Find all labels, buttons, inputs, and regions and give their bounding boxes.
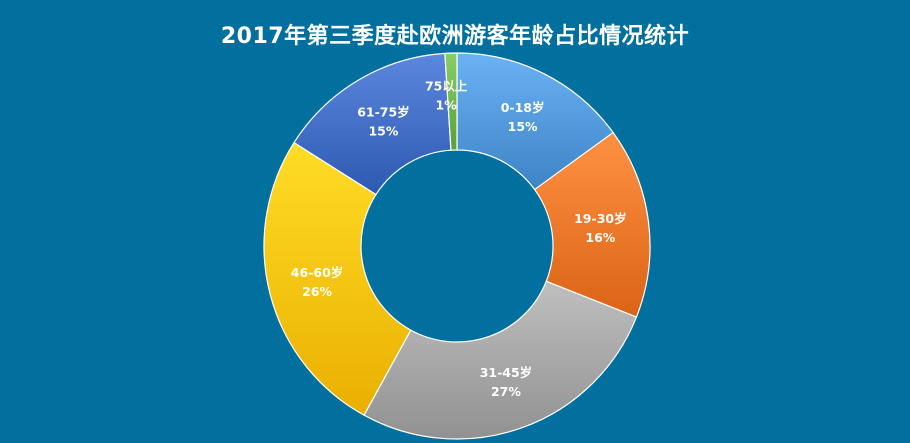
slice-category-label: 61-75岁 (357, 105, 409, 120)
donut-slice-3 (363, 280, 638, 440)
slice-category-label: 31-45岁 (480, 365, 532, 380)
slice-percent-label: 1% (436, 98, 458, 113)
slice-category-label: 0-18岁 (501, 100, 545, 115)
slice-percent-label: 16% (585, 230, 615, 245)
donut-slice-6 (444, 52, 458, 151)
slice-category-label: 75以上 (425, 79, 468, 94)
slice-percent-label: 15% (368, 124, 398, 139)
donut-slice-2 (533, 131, 651, 318)
slice-percent-label: 26% (302, 284, 332, 299)
slice-percent-label: 27% (491, 384, 521, 399)
chart-title: 2017年第三季度赴欧洲游客年龄占比情况统计 (220, 24, 690, 49)
slice-category-label: 19-30岁 (574, 211, 626, 226)
slice-category-label: 46-60岁 (291, 265, 343, 280)
slice-percent-label: 15% (508, 119, 538, 134)
donut-slice-4 (263, 141, 412, 416)
